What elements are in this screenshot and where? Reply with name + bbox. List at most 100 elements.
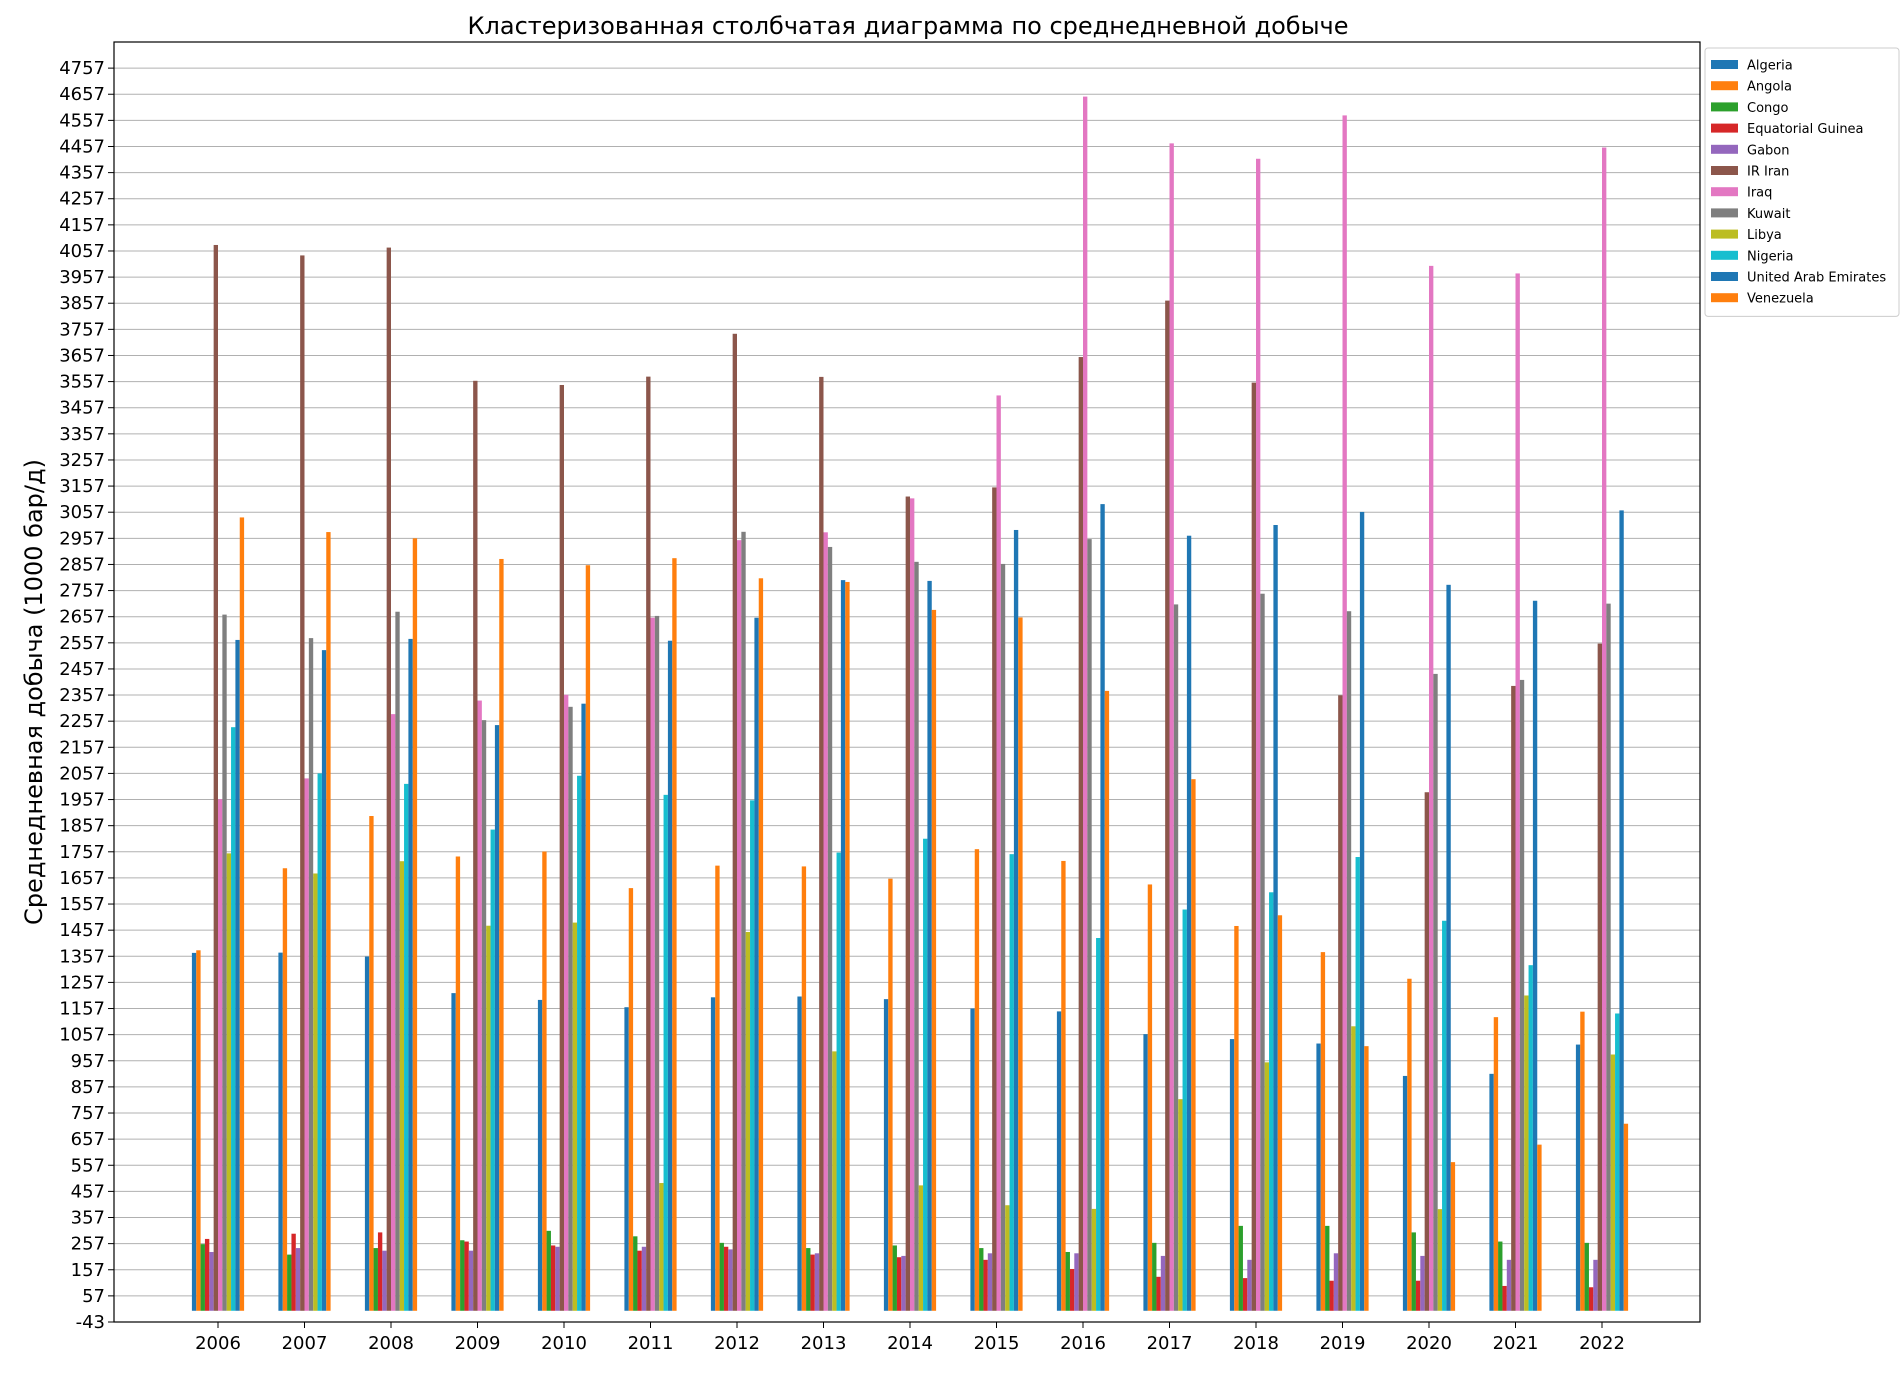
- bar-angola-2016: [1061, 860, 1066, 1311]
- y-tick-label: 3057: [59, 502, 105, 523]
- bar-equatorial-guinea-2008: [377, 1232, 383, 1311]
- y-tick-label: 2157: [59, 737, 105, 758]
- bar-congo-2016: [1065, 1251, 1070, 1311]
- bar-congo-2007: [287, 1254, 292, 1311]
- bar-equatorial-guinea-2009: [464, 1241, 469, 1311]
- bar-angola-2008: [369, 816, 374, 1311]
- bar-equatorial-guinea-2007: [291, 1233, 296, 1311]
- bar-congo-2017: [1152, 1242, 1157, 1311]
- bar-algeria-2018: [1229, 1039, 1235, 1311]
- bar-algeria-2014: [883, 999, 889, 1311]
- y-tick-label: 2857: [59, 554, 105, 575]
- bar-venezuela-2019: [1364, 1046, 1369, 1311]
- bar-libya-2022: [1610, 1054, 1616, 1311]
- bar-algeria-2011: [624, 1007, 629, 1311]
- bar-congo-2014: [892, 1245, 897, 1311]
- bar-venezuela-2022: [1623, 1123, 1629, 1311]
- bar-ir-iran-2022: [1597, 643, 1602, 1311]
- bar-congo-2019: [1325, 1225, 1330, 1311]
- bar-ir-iran-2014: [905, 496, 910, 1311]
- bar-united-arab-emirates-2007: [321, 650, 327, 1311]
- bar-angola-2022: [1580, 1011, 1585, 1311]
- y-tick-label: 657: [71, 1129, 105, 1150]
- bar-ir-iran-2010: [559, 384, 564, 1311]
- bar-equatorial-guinea-2019: [1329, 1280, 1334, 1311]
- bar-united-arab-emirates-2020: [1446, 584, 1451, 1311]
- bar-iraq-2022: [1602, 147, 1607, 1311]
- bar-united-arab-emirates-2018: [1273, 525, 1278, 1311]
- legend-swatch: [1711, 293, 1738, 303]
- bar-kuwait-2008: [395, 611, 400, 1311]
- bar-venezuela-2018: [1277, 915, 1283, 1311]
- y-tick-label: 3657: [59, 345, 105, 366]
- bar-algeria-2008: [364, 956, 370, 1311]
- bar-congo-2011: [633, 1236, 638, 1311]
- y-tick-label: 3757: [59, 319, 105, 340]
- bar-gabon-2017: [1160, 1255, 1166, 1311]
- bar-iraq-2008: [391, 714, 396, 1311]
- bar-kuwait-2017: [1173, 604, 1179, 1311]
- bar-kuwait-2021: [1519, 679, 1525, 1311]
- y-tick-label: 1357: [59, 946, 105, 967]
- bar-united-arab-emirates-2014: [927, 580, 932, 1311]
- bar-united-arab-emirates-2015: [1013, 529, 1019, 1311]
- bar-kuwait-2015: [1000, 563, 1006, 1311]
- bar-venezuela-2007: [326, 532, 331, 1311]
- bar-angola-2021: [1493, 1017, 1499, 1311]
- y-tick-label: 4757: [59, 58, 105, 79]
- legend-swatch: [1711, 272, 1738, 281]
- bar-algeria-2021: [1489, 1073, 1494, 1311]
- bar-ir-iran-2020: [1424, 792, 1429, 1311]
- bar-libya-2017: [1178, 1099, 1183, 1311]
- bar-nigeria-2007: [317, 773, 322, 1311]
- bar-angola-2011: [628, 888, 634, 1311]
- legend-box: [1704, 47, 1900, 317]
- bar-venezuela-2011: [672, 558, 677, 1311]
- legend-swatch: [1711, 166, 1738, 175]
- bar-iraq-2011: [650, 617, 655, 1311]
- bar-iraq-2009: [477, 700, 482, 1311]
- bar-algeria-2015: [970, 1008, 975, 1311]
- bar-congo-2008: [373, 1248, 378, 1311]
- bar-nigeria-2017: [1182, 909, 1187, 1311]
- bar-libya-2013: [832, 1051, 837, 1311]
- bar-ir-iran-2019: [1338, 695, 1343, 1311]
- bar-nigeria-2021: [1528, 965, 1533, 1311]
- y-axis-label: Среднедневная добыча (1000 бар/д): [20, 459, 48, 925]
- bar-nigeria-2009: [490, 829, 495, 1311]
- bar-angola-2009: [455, 856, 461, 1311]
- bar-kuwait-2020: [1433, 673, 1438, 1311]
- y-tick-label: 3457: [59, 398, 105, 419]
- bar-algeria-2019: [1316, 1043, 1321, 1311]
- bar-nigeria-2010: [577, 775, 582, 1311]
- bar-ir-iran-2012: [732, 333, 737, 1311]
- legend-label: Congo: [1747, 101, 1789, 116]
- x-tick-label: 2019: [1320, 1333, 1366, 1354]
- x-tick-labels: 2006 2007 2008 2009 2010 2011 2012 2013 2014 2015…: [195, 1333, 1625, 1354]
- y-tick-label: 357: [71, 1208, 105, 1229]
- bar-libya-2019: [1351, 1026, 1356, 1311]
- bar-iraq-2020: [1429, 265, 1434, 1311]
- bar-nigeria-2011: [663, 794, 668, 1311]
- bar-equatorial-guinea-2010: [550, 1245, 556, 1311]
- bar-nigeria-2020: [1442, 920, 1447, 1311]
- bar-venezuela-2013: [845, 581, 850, 1311]
- bar-angola-2019: [1320, 952, 1326, 1311]
- y-tick-label: 4257: [59, 189, 105, 210]
- legend-swatch: [1711, 229, 1738, 239]
- bar-united-arab-emirates-2013: [840, 580, 846, 1311]
- y-tick-label: 2757: [59, 581, 105, 602]
- bar-libya-2009: [486, 925, 491, 1311]
- x-tick-label: 2014: [887, 1333, 933, 1354]
- bar-angola-2012: [715, 865, 720, 1311]
- bar-equatorial-guinea-2016: [1069, 1268, 1075, 1311]
- x-tick-label: 2022: [1579, 1333, 1625, 1354]
- y-tick-label: 3257: [59, 450, 105, 471]
- bar-gabon-2008: [382, 1250, 387, 1311]
- bar-united-arab-emirates-2022: [1619, 510, 1624, 1311]
- y-tick-label: 2257: [59, 711, 105, 732]
- bar-gabon-2007: [295, 1248, 301, 1311]
- bar-ir-iran-2013: [819, 376, 824, 1311]
- bar-equatorial-guinea-2021: [1502, 1285, 1507, 1311]
